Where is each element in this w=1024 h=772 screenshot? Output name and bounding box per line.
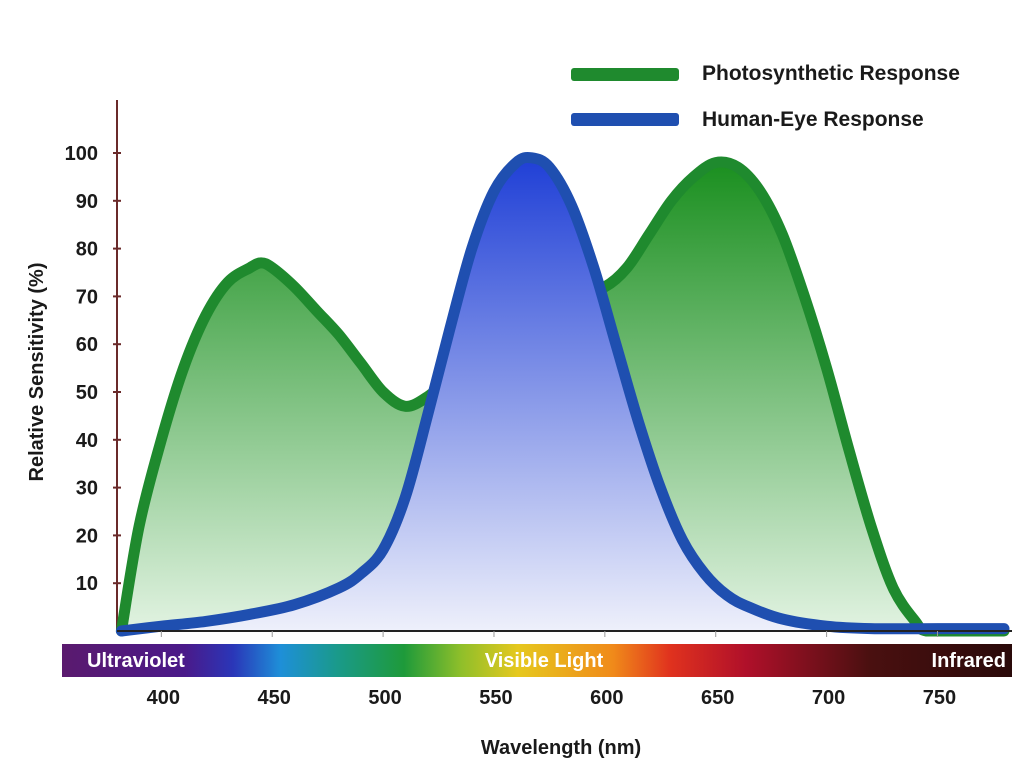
y-tick-label: 100: [65, 143, 98, 165]
x-tick-label: 550: [479, 687, 512, 709]
x-tick-labels: 400 450 500 550 600 650 700 750: [147, 631, 956, 709]
y-tick-label: 50: [76, 382, 98, 404]
x-tick-label: 750: [923, 687, 956, 709]
x-tick-label: 600: [590, 687, 623, 709]
y-tick-label: 30: [76, 478, 98, 500]
human-eye-area: [121, 157, 1004, 631]
y-tick-label: 10: [76, 573, 98, 595]
x-tick-label: 650: [701, 687, 734, 709]
legend-label-photosynthetic: Photosynthetic Response: [702, 62, 960, 85]
x-tick-label: 500: [368, 687, 401, 709]
y-tick-label: 40: [76, 430, 98, 452]
human-eye-line: [115, 151, 1010, 637]
spectrum-gradient: [62, 644, 1012, 677]
y-tick-label: 90: [76, 191, 98, 213]
spectrum-label-infrared: Infrared: [932, 650, 1006, 672]
y-tick-label: 80: [76, 239, 98, 261]
legend-swatch-photosynthetic: [571, 68, 679, 81]
legend-swatch-human-eye: [571, 113, 679, 126]
y-tick-label: 60: [76, 334, 98, 356]
legend: Photosynthetic Response Human-Eye Respon…: [571, 62, 960, 131]
y-axis: 10 20 30 40 50 60 70 80 90 100 Relative Sensitivi…: [26, 100, 121, 631]
x-tick-label: 450: [258, 687, 291, 709]
spectrum-label-visible-light: Visible Light: [485, 650, 604, 672]
y-tick-label: 20: [76, 525, 98, 547]
y-axis-title: Relative Sensitivity (%): [26, 263, 48, 482]
x-tick-label: 400: [147, 687, 180, 709]
x-axis-title: Wavelength (nm): [481, 737, 641, 759]
spectrum-bar: Ultraviolet Visible Light Infrared: [62, 644, 1012, 677]
y-tick-label: 70: [76, 286, 98, 308]
x-tick-label: 700: [812, 687, 845, 709]
y-tick-labels: 10 20 30 40 50 60 70 80 90 100: [65, 143, 121, 595]
spectrum-label-ultraviolet: Ultraviolet: [87, 650, 185, 672]
legend-label-human-eye: Human-Eye Response: [702, 108, 924, 131]
series-layer: [115, 151, 1010, 637]
